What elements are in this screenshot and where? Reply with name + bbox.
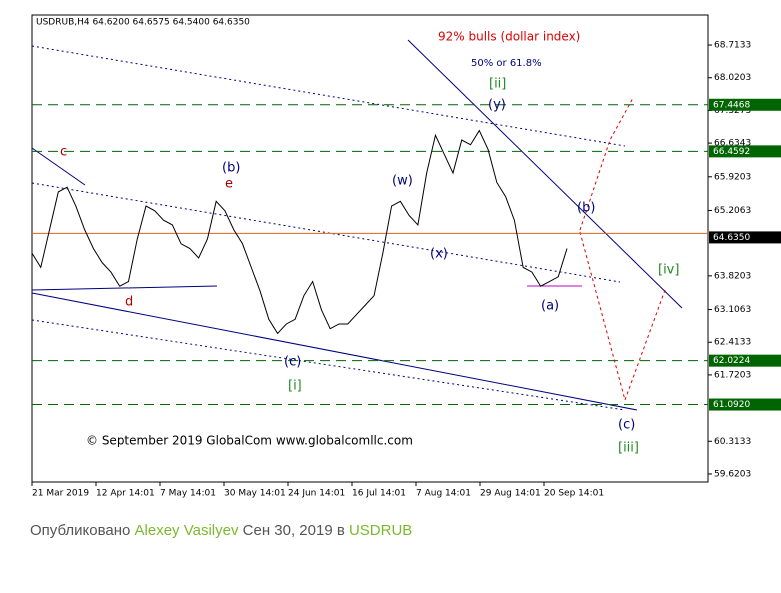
level-box: [709, 398, 781, 411]
date: Сен 30, 2019 в: [242, 522, 345, 539]
y-tick-label: 67.3273: [714, 106, 751, 116]
annotation: (x): [430, 247, 448, 262]
annotation: d: [125, 295, 133, 310]
y-tick-label: 68.0203: [714, 73, 751, 83]
y-tick-label: 62.4133: [714, 338, 751, 348]
x-tick-label: 24 Jun 14:01: [288, 489, 345, 499]
y-tick-label: 59.6203: [714, 469, 751, 479]
y-tick-label: 65.2063: [714, 206, 751, 216]
y-tick-label: 60.3133: [714, 437, 751, 447]
annotation: 92% bulls (dollar index): [438, 30, 580, 44]
annotation: (y): [488, 98, 506, 113]
chart: USDRUB,H4 64.6200 64.6575 64.5400 64.635…: [31, 14, 781, 499]
y-tick-label: 63.8203: [714, 271, 751, 281]
x-tick-label: 29 Aug 14:01: [480, 489, 541, 499]
annotation: [ii]: [489, 77, 506, 92]
level-box: [709, 354, 781, 367]
level-box: [709, 98, 781, 111]
y-tick-label: 65.9203: [714, 172, 751, 182]
level-label: 61.0920: [713, 400, 750, 410]
y-tick-label: 63.1063: [714, 305, 751, 315]
level-label: 66.4592: [713, 147, 750, 157]
annotation: [iii]: [618, 441, 639, 456]
annotation: c: [60, 145, 67, 160]
x-tick-label: 30 May 14:01: [224, 489, 286, 499]
x-tick-label: 21 Mar 2019: [32, 489, 89, 499]
annotation: (a): [541, 299, 559, 314]
level-label: 67.4468: [713, 100, 750, 110]
x-tick-label: 16 Jul 14:01: [352, 489, 406, 499]
x-tick-label: 7 May 14:01: [160, 489, 216, 499]
price-line: [31, 129, 568, 335]
symbol[interactable]: USDRUB: [348, 522, 413, 539]
level-box: [709, 145, 781, 158]
annotation: (c): [284, 355, 301, 370]
annotation: [iv]: [658, 263, 679, 278]
x-tick-label: 12 Apr 14:01: [96, 489, 155, 499]
level-label: 62.0224: [713, 356, 750, 366]
page: USDRUB,H4 64.6200 64.6575 64.5400 64.635…: [30, 14, 781, 539]
annotation: [i]: [288, 379, 302, 394]
x-tick-label: 20 Sep 14:01: [544, 489, 604, 499]
y-tick-label: 66.6343: [714, 139, 751, 149]
author[interactable]: Alexey Vasilyev: [134, 522, 239, 539]
y-tick-label: 61.7203: [714, 370, 751, 380]
annotation: e: [225, 177, 233, 192]
x-tick-label: 7 Aug 14:01: [416, 489, 471, 499]
annotation: (b): [577, 201, 595, 216]
annotation: 50% or 61.8%: [471, 58, 542, 69]
current-label: 64.6350: [713, 233, 750, 243]
annotation: (b): [222, 161, 240, 176]
chart-title: USDRUB,H4 64.6200 64.6575 64.5400 64.635…: [36, 18, 250, 28]
current-box: [709, 231, 781, 244]
y-tick-label: 68.7133: [714, 41, 751, 51]
annotation: (c): [618, 418, 635, 433]
annotation: © September 2019 GlobalCom www.globalcom…: [86, 434, 413, 448]
footer: Опубликовано Alexey Vasilyev Сен 30, 201…: [30, 522, 412, 539]
prefix: Опубликовано: [30, 522, 131, 539]
annotation: (w): [392, 174, 413, 189]
plot-frame: [31, 14, 709, 483]
trendlines: [31, 39, 683, 411]
